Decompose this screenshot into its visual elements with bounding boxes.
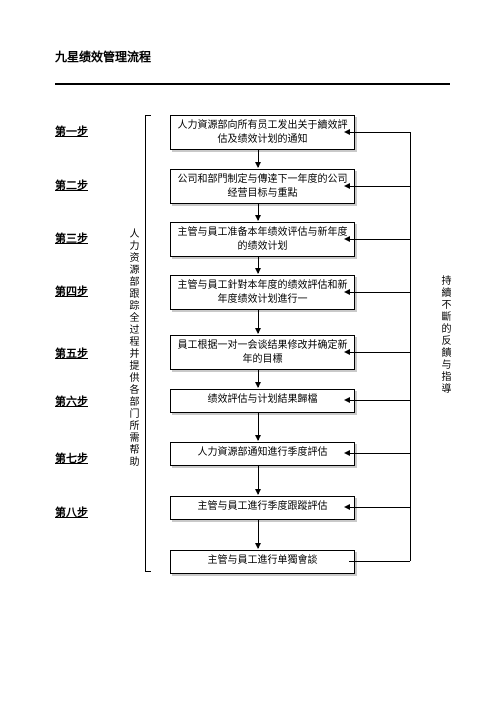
feedback-spur-ext-7: [380, 507, 410, 508]
feedback-spur-arrow-4: [344, 349, 350, 355]
feedback-seg-1: [349, 561, 410, 562]
title-rule: [55, 83, 450, 85]
feedback-spur-7: [349, 507, 380, 508]
flow-arrow-2: [258, 204, 259, 220]
flow-box-step-8: 主管与員工進行季度跟蹤評估: [170, 496, 355, 520]
flow-box-step-2: 公司和部門制定与傳逹下一年度的公司经营目标与重點: [170, 169, 355, 204]
feedback-spur-1: [349, 186, 380, 187]
feedback-spur-ext-1: [380, 186, 410, 187]
flow-box-step-3: 主管与員工准备本年绩效评估与新年度的绩效计划: [170, 222, 355, 257]
flow-arrow-5: [258, 370, 259, 387]
step-label-7: 第七步: [55, 450, 88, 466]
step-label-6: 第六步: [55, 393, 88, 409]
page-title: 九星绩效管理流程: [55, 48, 450, 65]
feedback-spur-ext-4: [380, 352, 410, 353]
page: 九星绩效管理流程: [55, 48, 450, 113]
feedback-spur-arrow-3: [344, 289, 350, 295]
feedback-spur-4: [349, 352, 380, 353]
flow-box-step-6: 绩效評估与计划結果歸檔: [170, 389, 355, 413]
step-label-8: 第八步: [55, 504, 88, 520]
feedback-seg-3: [349, 132, 410, 133]
feedback-seg-2: [410, 132, 411, 562]
feedback-spur-ext-2: [380, 239, 410, 240]
feedback-spur-arrow-1: [344, 183, 350, 189]
left-bracket-bottom-tick: [145, 571, 151, 572]
flow-arrow-1: [258, 150, 259, 167]
left-vertical-label: 人力资源部跟踪全过程并提供各部门所需帮助: [125, 228, 140, 520]
step-label-2: 第二步: [55, 177, 88, 193]
flow-box-step-5: 員工根据一对一会谈结果修改并确定新年的目標: [170, 335, 355, 370]
flow-box-step-1: 人力資源部向所有员工发出关于續效評估及绩效计划的通知: [170, 115, 355, 150]
feedback-spur-5: [349, 400, 380, 401]
step-label-4: 第四步: [55, 283, 88, 299]
feedback-arrowhead-top: [344, 129, 350, 135]
flow-arrow-4: [258, 310, 259, 333]
feedback-spur-6: [349, 453, 380, 454]
feedback-spur-ext-6: [380, 453, 410, 454]
step-label-1: 第一步: [55, 123, 88, 139]
right-vertical-label: 持續不斷的反饋与指導: [437, 275, 452, 430]
flow-arrow-7: [258, 466, 259, 494]
left-bracket-line: [145, 115, 146, 572]
feedback-spur-3: [349, 292, 380, 293]
flow-box-step-4: 主管与員工針對本年度的绩效評估和新年度绩效计划進行一: [170, 275, 355, 310]
feedback-spur-arrow-6: [344, 450, 350, 456]
flow-box-step-7: 人力資源部通知進行季度評估: [170, 442, 355, 466]
feedback-spur-arrow-5: [344, 397, 350, 403]
flow-arrow-6: [258, 413, 259, 440]
flow-arrow-8: [258, 520, 259, 548]
flow-arrow-3: [258, 257, 259, 273]
step-label-3: 第三步: [55, 230, 88, 246]
feedback-spur-ext-5: [380, 400, 410, 401]
left-bracket-top-tick: [145, 115, 151, 116]
feedback-spur-ext-3: [380, 292, 410, 293]
feedback-spur-2: [349, 239, 380, 240]
feedback-spur-arrow-2: [344, 236, 350, 242]
flow-box-extra: 主管与員工進行单獨會談: [170, 550, 355, 574]
feedback-spur-arrow-7: [344, 504, 350, 510]
step-label-5: 第五步: [55, 345, 88, 361]
